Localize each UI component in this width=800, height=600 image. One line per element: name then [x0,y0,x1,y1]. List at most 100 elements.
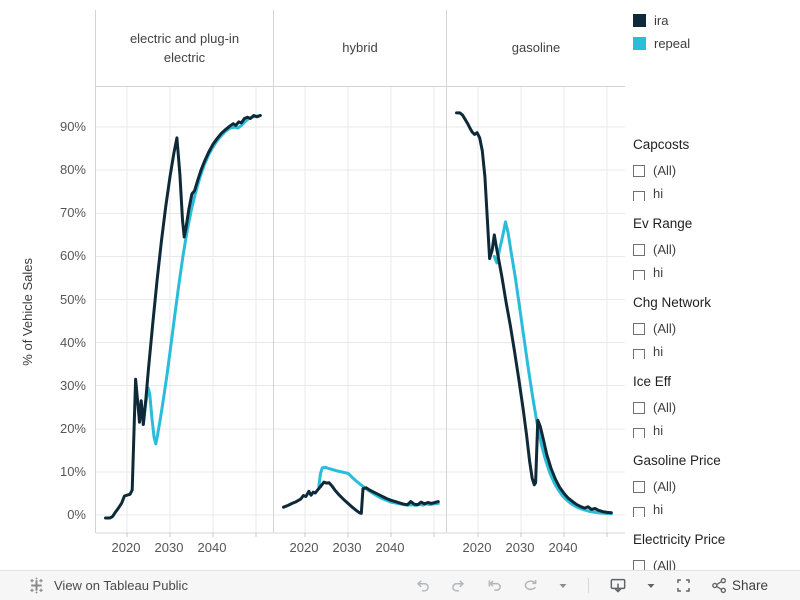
tableau-toolbar: View on Tableau Public [0,570,800,600]
legend-item-repeal[interactable]: repeal [633,32,690,55]
filter-option-ev-range-hi[interactable]: hi [633,261,795,284]
y-tick-label-20: 20% [59,420,86,436]
x-tick-label-gasoline-2030: 2030 [505,540,535,555]
x-tick-label-gasoline-2020: 2020 [462,540,492,555]
toolbar-actions: Share [412,575,770,596]
filter-option-chg-network-all[interactable]: (All) [633,317,795,340]
y-tick-label-70: 70% [59,205,86,221]
panel-header-gasoline: gasoline [447,10,625,87]
revert-button[interactable] [484,575,505,596]
x-tick-label-hybrid-2040: 2040 [375,540,405,555]
filter-group-gasoline-price: Gasoline Price (All) hi [633,452,795,521]
caret-down-icon [559,583,567,588]
view-on-tableau-public-label: View on Tableau Public [54,578,188,593]
series-line-repeal-gasoline[interactable] [492,220,613,516]
filter-option-ice-eff-all[interactable]: (All) [633,396,795,419]
plot-area-electric-and-plug-in-electric[interactable] [96,87,273,537]
checkbox-label-capcosts-hi: hi [653,186,664,201]
legend-label-repeal: repeal [654,36,691,51]
filter-group-ice-eff: Ice Eff (All) hi [633,373,795,442]
download-button[interactable] [607,575,629,596]
panel-header-hybrid: hybrid [274,10,446,87]
view-on-tableau-public-link[interactable]: View on Tableau Public [28,577,188,594]
share-icon [712,577,727,594]
x-tick-label-hybrid-2020: 2020 [289,540,319,555]
y-tick-label-50: 50% [59,291,86,307]
checkbox-capcosts-hi[interactable] [633,191,645,201]
filter-option-ev-range-all[interactable]: (All) [633,238,795,261]
refresh-icon [524,579,537,591]
checkbox-label-ice-eff-all: (All) [653,400,677,415]
plot-area-gasoline[interactable] [447,87,625,537]
refresh-button[interactable] [520,575,541,596]
filter-option-gasoline-price-all[interactable]: (All) [633,475,795,498]
x-tick-label-electric-and-plug-in-electric-2020: 2020 [111,540,141,555]
filter-option-capcosts-hi[interactable]: hi [633,182,795,205]
checkbox-label-chg-network-all: (All) [653,321,677,336]
checkbox-capcosts-all[interactable] [633,164,645,177]
checkbox-gasoline-price-hi[interactable] [633,507,645,517]
checkbox-chg-network-hi[interactable] [633,349,645,359]
filter-option-chg-network-hi[interactable]: hi [633,340,795,363]
refresh-options-button[interactable] [556,579,570,593]
y-axis-title: % of Vehicle Sales [19,257,35,366]
legend-swatch-repeal [633,37,646,50]
share-label: Share [731,578,768,593]
checkbox-label-gasoline-price-all: (All) [653,479,677,494]
series-line-ira-electric-and-plug-in-electric[interactable] [104,114,262,520]
checkbox-ev-range-all[interactable] [633,243,645,256]
checkbox-gasoline-price-all[interactable] [633,480,645,493]
y-tick-label-60: 60% [59,248,86,264]
tableau-logo-icon [30,577,43,594]
filter-group-ev-range: Ev Range (All) hi [633,215,795,284]
filter-title-chg-network: Chg Network [633,295,712,310]
checkbox-chg-network-all[interactable] [633,322,645,335]
series-line-ira-gasoline[interactable] [455,111,613,515]
legend-swatch-ira [633,14,646,27]
download-options-button[interactable] [644,579,658,593]
share-button[interactable]: Share [709,575,770,596]
panel-header-electric-and-plug-in-electric: electric and plug-in electric [96,10,273,87]
checkbox-ev-range-hi[interactable] [633,270,645,280]
panel-gasoline: gasoline [446,10,625,537]
x-tick-label-electric-and-plug-in-electric-2040: 2040 [197,540,227,555]
redo-icon [452,580,465,592]
caret-down-icon [647,583,655,588]
y-tick-label-80: 80% [59,162,86,178]
series-line-repeal-hybrid[interactable] [317,465,440,507]
color-legend: ira repeal [633,9,690,55]
x-tick-label-electric-and-plug-in-electric-2030: 2030 [154,540,184,555]
filter-group-chg-network: Chg Network (All) hi [633,294,795,363]
checkbox-label-gasoline-price-hi: hi [653,502,664,517]
checkbox-ice-eff-all[interactable] [633,401,645,414]
y-tick-label-30: 30% [59,377,86,393]
checkbox-label-ev-range-hi: hi [653,265,664,280]
filter-title-ev-range: Ev Range [633,216,693,231]
legend-label-ira: ira [654,13,669,28]
filter-group-capcosts: Capcosts (All) hi [633,136,795,205]
toolbar-separator [587,578,589,593]
plot-area-hybrid[interactable] [274,87,446,537]
y-axis-title-wrap: % of Vehicle Sales [14,90,40,533]
checkbox-label-ice-eff-hi: hi [653,423,664,438]
download-icon [610,578,626,593]
filter-title-capcosts: Capcosts [633,137,690,152]
filter-option-capcosts-all[interactable]: (All) [633,159,795,182]
series-line-repeal-electric-and-plug-in-electric[interactable] [141,114,262,446]
fullscreen-icon [677,579,690,592]
checkbox-label-chg-network-hi: hi [653,344,664,359]
undo-button[interactable] [412,575,433,596]
filter-option-gasoline-price-hi[interactable]: hi [633,498,795,521]
series-line-ira-hybrid[interactable] [282,480,440,515]
legend-item-ira[interactable]: ira [633,9,690,32]
filter-sidebar: Capcosts (All) hi Ev Range (All) hi Chg Networ… [633,136,795,600]
undo-icon [416,580,429,592]
filter-option-ice-eff-hi[interactable]: hi [633,419,795,442]
fullscreen-button[interactable] [673,575,694,596]
redo-button[interactable] [448,575,469,596]
checkbox-ice-eff-hi[interactable] [633,428,645,438]
checkbox-label-ev-range-all: (All) [653,242,677,257]
panel-hybrid: hybrid [273,10,446,537]
y-tick-label-10: 10% [59,463,86,479]
filter-title-gasoline-price: Gasoline Price [633,453,721,468]
